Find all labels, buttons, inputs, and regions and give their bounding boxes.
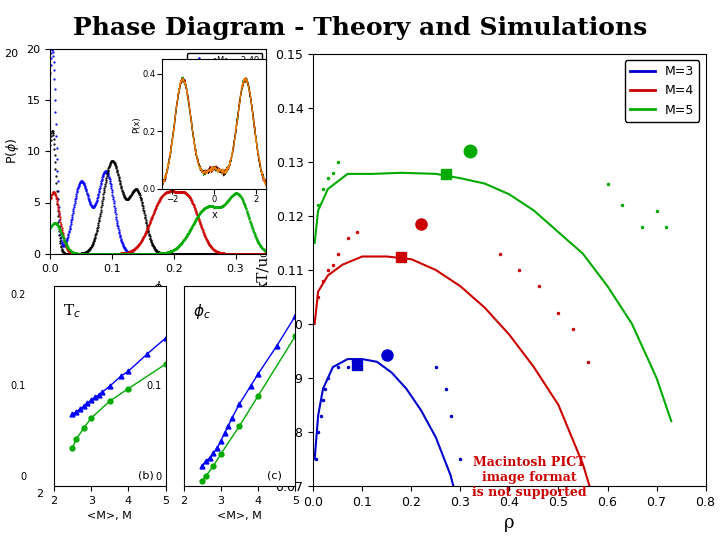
Y-axis label: P($\phi$): P($\phi$) <box>4 138 21 165</box>
Text: Phase Diagram - Theory and Simulations: Phase Diagram - Theory and Simulations <box>73 16 647 40</box>
Text: 0.1: 0.1 <box>146 381 161 391</box>
X-axis label: <M>, M: <M>, M <box>87 511 132 521</box>
Text: 0: 0 <box>20 472 26 482</box>
Text: 20: 20 <box>4 49 19 59</box>
Text: T$_c$: T$_c$ <box>63 302 81 320</box>
Text: Macintosh PICT
image format
is not supported: Macintosh PICT image format is not suppo… <box>472 456 587 500</box>
Text: 0: 0 <box>155 472 161 482</box>
Text: 0.1: 0.1 <box>11 381 26 391</box>
X-axis label: $\phi$: $\phi$ <box>153 279 163 296</box>
Legend: <M>= 2.49, M = 3, M = 4, M = 5: <M>= 2.49, M = 3, M = 4, M = 5 <box>187 53 262 108</box>
Text: $\phi_c$: $\phi_c$ <box>192 302 210 321</box>
Y-axis label: P(x): P(x) <box>132 116 141 132</box>
Legend: M=3, M=4, M=5: M=3, M=4, M=5 <box>625 60 699 122</box>
X-axis label: x: x <box>212 210 217 220</box>
X-axis label: <M>, M: <M>, M <box>217 511 262 521</box>
Text: 0.2: 0.2 <box>11 290 26 300</box>
Text: 2: 2 <box>36 489 43 499</box>
X-axis label: ρ: ρ <box>504 514 515 532</box>
Y-axis label: kT/u₀: kT/u₀ <box>256 250 270 290</box>
Text: (b): (b) <box>138 470 153 480</box>
Text: (c): (c) <box>267 470 282 480</box>
